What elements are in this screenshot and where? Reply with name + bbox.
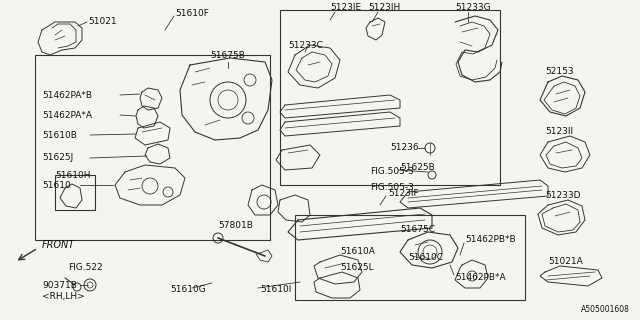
Text: 52153: 52153: [545, 68, 573, 76]
Text: 51675C: 51675C: [400, 226, 435, 235]
Text: 57801B: 57801B: [218, 220, 253, 229]
Text: 51610A: 51610A: [340, 247, 375, 257]
Text: 51233G: 51233G: [455, 4, 491, 12]
Text: 51610G: 51610G: [170, 285, 205, 294]
Text: 51462PA*A: 51462PA*A: [42, 110, 92, 119]
Bar: [280, 10, 500, 185]
Text: 51021A: 51021A: [548, 258, 583, 267]
Text: 5123lI: 5123lI: [545, 127, 573, 137]
Text: 51610B: 51610B: [42, 131, 77, 140]
Text: 51236: 51236: [390, 143, 419, 153]
Text: 51462PB*A: 51462PB*A: [455, 274, 506, 283]
Text: 51610: 51610: [42, 180, 71, 189]
Text: 51625L: 51625L: [340, 263, 374, 273]
Text: 5123lE: 5123lE: [330, 4, 361, 12]
Text: 51610I: 51610I: [260, 285, 291, 294]
Bar: [295, 215, 525, 300]
Text: FIG.505-3: FIG.505-3: [370, 183, 414, 193]
Text: FIG.505-3: FIG.505-3: [370, 167, 414, 177]
Bar: [35, 55, 270, 240]
Text: 5123lH: 5123lH: [368, 4, 400, 12]
Text: 51233C: 51233C: [288, 41, 323, 50]
Text: 51625J: 51625J: [42, 154, 73, 163]
Text: FIG.522: FIG.522: [68, 263, 102, 273]
Text: 51462PA*B: 51462PA*B: [42, 91, 92, 100]
Text: A505001608: A505001608: [581, 305, 630, 314]
Text: 51610F: 51610F: [175, 10, 209, 19]
Text: 90371B: 90371B: [42, 281, 77, 290]
Text: 51021: 51021: [88, 18, 116, 27]
Text: 5123lF: 5123lF: [388, 188, 419, 197]
Text: FRONT: FRONT: [42, 240, 76, 250]
Text: 51610C: 51610C: [408, 253, 443, 262]
Text: 51675B: 51675B: [210, 51, 245, 60]
Text: 51233D: 51233D: [545, 190, 580, 199]
Text: <RH,LH>: <RH,LH>: [42, 292, 84, 300]
Text: 51610H: 51610H: [55, 171, 90, 180]
Text: 51462PB*B: 51462PB*B: [465, 236, 516, 244]
Text: 51625B: 51625B: [400, 164, 435, 172]
Bar: [55, 175, 95, 210]
